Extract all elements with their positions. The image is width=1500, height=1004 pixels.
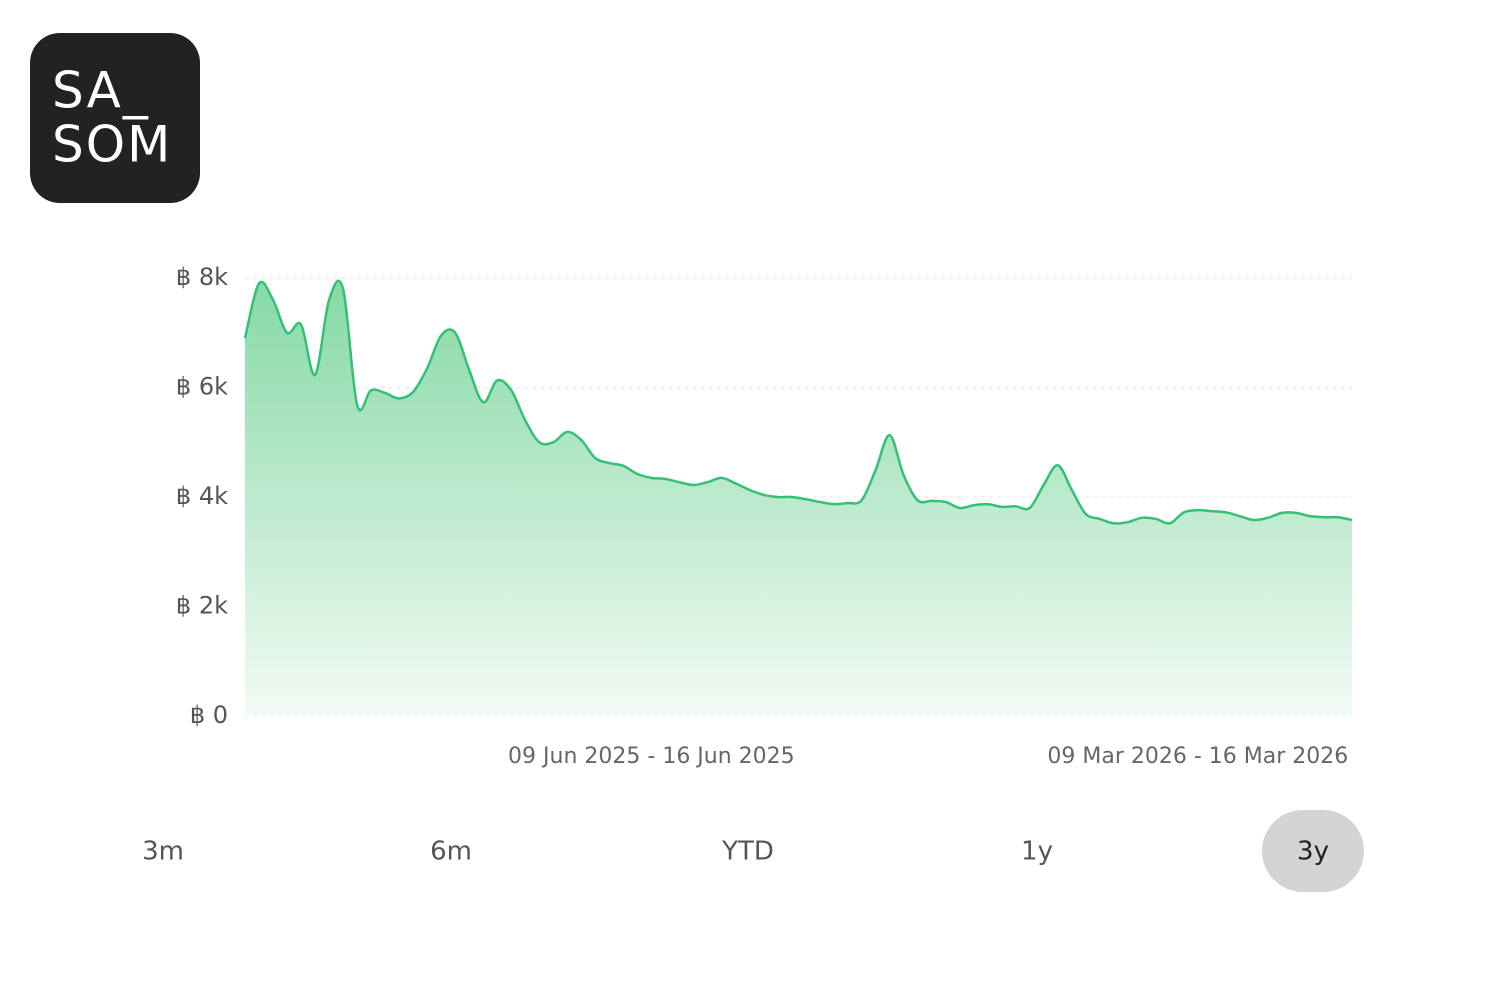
range-buttons: 3m 6m YTD 1y 3y bbox=[142, 810, 1364, 892]
y-tick-label: ฿ 8k bbox=[176, 263, 228, 291]
logo-line: SA_ bbox=[52, 62, 150, 120]
y-tick-label: ฿ 4k bbox=[176, 482, 228, 510]
chart: ฿ 0 ฿ 2k ฿ 4k ฿ 6k ฿ 8k 09 Jun 2025 - 16 Jun … bbox=[176, 263, 1353, 769]
logo-line: SOM bbox=[52, 116, 172, 174]
range-button[interactable]: 6m bbox=[430, 837, 472, 867]
range-button[interactable]: 1y bbox=[1021, 837, 1053, 867]
x-tick-label: 09 Jun 2025 - 16 Jun 2025 bbox=[508, 744, 795, 769]
range-button[interactable]: YTD bbox=[721, 837, 774, 867]
y-tick-label: ฿ 0 bbox=[190, 701, 228, 729]
logo-badge bbox=[30, 33, 200, 203]
range-button[interactable]: 3m bbox=[142, 837, 184, 867]
line bbox=[243, 279, 1353, 525]
y-tick-label: ฿ 6k bbox=[176, 373, 228, 401]
active-pill bbox=[1262, 810, 1364, 892]
x-tick-label: 09 Mar 2026 - 16 Mar 2026 bbox=[1047, 744, 1348, 769]
y-tick-label: ฿ 2k bbox=[176, 592, 228, 620]
range-button[interactable]: 3y bbox=[1297, 837, 1329, 867]
